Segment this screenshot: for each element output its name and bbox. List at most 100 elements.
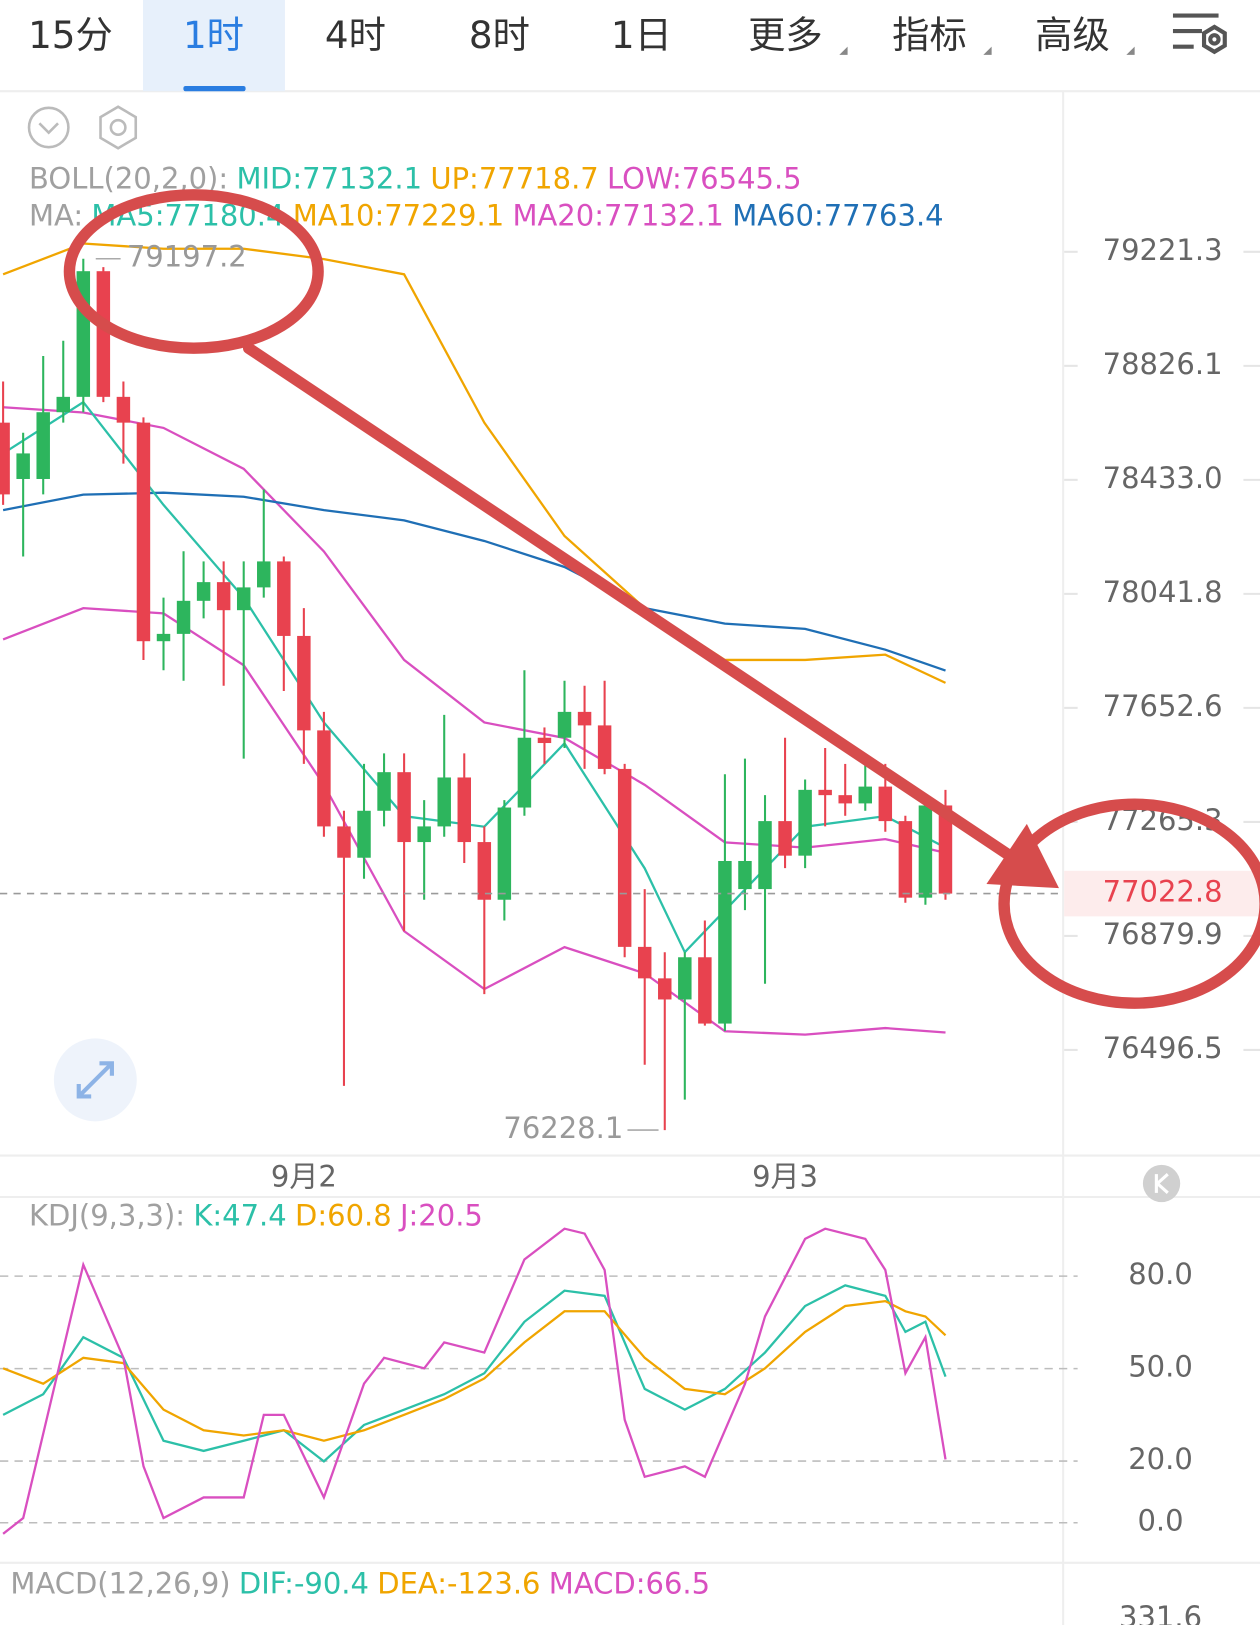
- candle-body: [577, 711, 592, 726]
- y-tick-label: 50.0: [1128, 1350, 1193, 1384]
- settings-hex-icon: [109, 118, 127, 137]
- annotation-circle: [63, 189, 324, 354]
- candle-body: [858, 786, 873, 804]
- indicator-label: J:20.5: [398, 1199, 483, 1233]
- candle-body: [397, 772, 411, 843]
- candle-body: [678, 957, 692, 1000]
- collapse-icon: [38, 122, 59, 135]
- y-tick-label: 331.6: [1119, 1600, 1202, 1625]
- y-tick-label: 77652.6: [1103, 689, 1223, 723]
- group: [0, 242, 953, 1131]
- candle-body: [317, 730, 331, 827]
- indicator-label: MACD(12,26,9): [10, 1567, 230, 1601]
- y-tick-label: 78041.8: [1103, 575, 1223, 609]
- candle-body: [297, 635, 311, 731]
- candle-body: [337, 826, 351, 858]
- indicator-label: MA10:77229.1: [293, 199, 504, 233]
- candle-body: [236, 587, 251, 611]
- indicator-label: MA60:77763.4: [732, 199, 943, 233]
- tab[interactable]: 1时: [183, 13, 244, 57]
- candle-body: [357, 810, 371, 858]
- candle-body: [116, 396, 131, 423]
- candle-body: [156, 633, 171, 642]
- candle-body: [938, 805, 953, 894]
- kdj-line: [2, 1299, 947, 1442]
- candle-body: [878, 786, 893, 822]
- high-label: 79197.2: [127, 240, 247, 274]
- indicator-label: DIF:-90.4: [239, 1567, 369, 1601]
- dropdown-mark: [1126, 46, 1135, 55]
- indicator-label: MA:: [29, 199, 83, 233]
- dropdown-mark: [839, 46, 848, 55]
- candle-body: [196, 582, 211, 601]
- x-tick-label: 9月3: [752, 1159, 818, 1193]
- settings-icon[interactable]: [1172, 13, 1227, 55]
- last-price-label: 77022.8: [1103, 875, 1223, 909]
- tab[interactable]: 指标: [892, 13, 967, 57]
- candle-body: [517, 737, 532, 808]
- group: [2, 1227, 947, 1535]
- candle-body: [216, 582, 231, 611]
- indicator-label: K:47.4: [193, 1199, 286, 1233]
- candle-body: [557, 711, 572, 738]
- low-label: 76228.1: [503, 1111, 623, 1145]
- candle-body: [798, 789, 812, 856]
- y-tick-label: 80.0: [1128, 1257, 1193, 1291]
- indicator-label: UP:77718.7: [430, 161, 598, 195]
- y-tick-label: 0.0: [1137, 1504, 1183, 1538]
- candle-body: [918, 805, 933, 898]
- tab[interactable]: 8时: [469, 13, 530, 57]
- tab[interactable]: 高级: [1035, 13, 1110, 57]
- candle-body: [698, 957, 712, 1024]
- indicator-line: [2, 491, 946, 672]
- candle-body: [16, 453, 30, 479]
- candle-body: [637, 946, 652, 979]
- last-price-bg: [1064, 870, 1260, 917]
- candle-body: [56, 396, 70, 413]
- candle-body: [0, 422, 10, 495]
- kdj-line: [2, 1284, 947, 1463]
- indicator-label: D:60.8: [295, 1199, 392, 1233]
- indicator-label: MA20:77132.1: [512, 199, 723, 233]
- expand-icon[interactable]: [53, 1038, 137, 1122]
- candle-body: [477, 842, 492, 900]
- y-tick-label: 20.0: [1128, 1442, 1193, 1476]
- tab[interactable]: 4时: [325, 13, 386, 57]
- candle-body: [437, 777, 451, 827]
- indicator-label: MACD:66.5: [549, 1567, 710, 1601]
- tab[interactable]: 1日: [611, 13, 672, 57]
- y-tick-label: 78433.0: [1103, 461, 1223, 495]
- candle-body: [617, 768, 632, 947]
- annotation-arrowhead: [986, 823, 1059, 889]
- x-tick-label: 9月2: [271, 1159, 337, 1193]
- y-tick-label: 76496.5: [1103, 1031, 1223, 1065]
- settings-hex-icon[interactable]: [99, 105, 138, 150]
- candle-body: [597, 725, 612, 769]
- collapse-icon[interactable]: [27, 106, 70, 149]
- candle-body: [96, 271, 111, 397]
- candle-body: [277, 561, 291, 636]
- tab[interactable]: 15分: [28, 13, 113, 57]
- candle-body: [176, 600, 191, 634]
- y-tick-label: 79221.3: [1103, 233, 1223, 267]
- indicator-label: MID:77132.1: [236, 161, 422, 195]
- candle-body: [497, 807, 512, 900]
- annotation-circle: [998, 798, 1260, 1009]
- indicator-label: KDJ(9,3,3):: [29, 1199, 185, 1233]
- candle-body: [457, 777, 471, 843]
- tab[interactable]: 更多: [748, 13, 823, 57]
- candle-body: [818, 789, 832, 796]
- indicator-line: [2, 242, 947, 684]
- candle-body: [758, 821, 772, 890]
- indicator-label: DEA:-123.6: [377, 1567, 540, 1601]
- kdj-line: [2, 1227, 947, 1535]
- candle-body: [838, 795, 852, 804]
- k-icon[interactable]: [1142, 1164, 1181, 1203]
- active-tab-bg: [142, 0, 285, 92]
- indicator-label: LOW:76545.5: [607, 161, 802, 195]
- candle-body: [898, 821, 913, 898]
- candle-body: [257, 561, 271, 588]
- candle-body: [778, 821, 792, 856]
